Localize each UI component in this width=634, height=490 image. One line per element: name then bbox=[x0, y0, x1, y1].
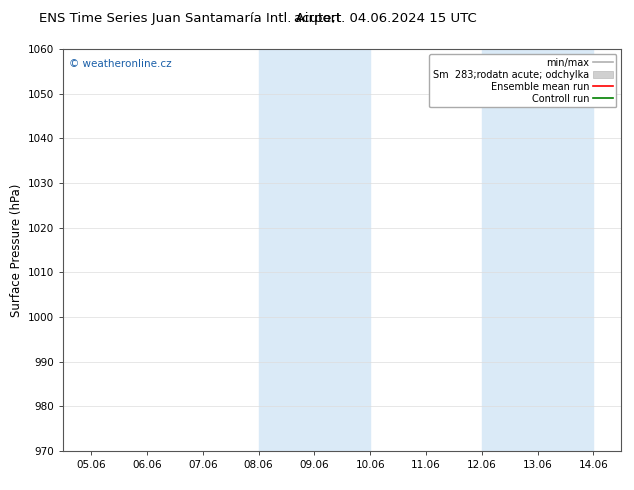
Text: © weatheronline.cz: © weatheronline.cz bbox=[69, 59, 172, 69]
Bar bbox=[482, 49, 538, 451]
Y-axis label: Surface Pressure (hPa): Surface Pressure (hPa) bbox=[10, 183, 23, 317]
Text: acute;t. 04.06.2024 15 UTC: acute;t. 04.06.2024 15 UTC bbox=[294, 12, 477, 25]
Text: ENS Time Series Juan Santamaría Intl. Airport: ENS Time Series Juan Santamaría Intl. Ai… bbox=[39, 12, 341, 25]
Legend: min/max, Sm  283;rodatn acute; odchylka, Ensemble mean run, Controll run: min/max, Sm 283;rodatn acute; odchylka, … bbox=[429, 54, 616, 107]
Bar bbox=[259, 49, 314, 451]
Bar bbox=[314, 49, 370, 451]
Bar bbox=[538, 49, 593, 451]
